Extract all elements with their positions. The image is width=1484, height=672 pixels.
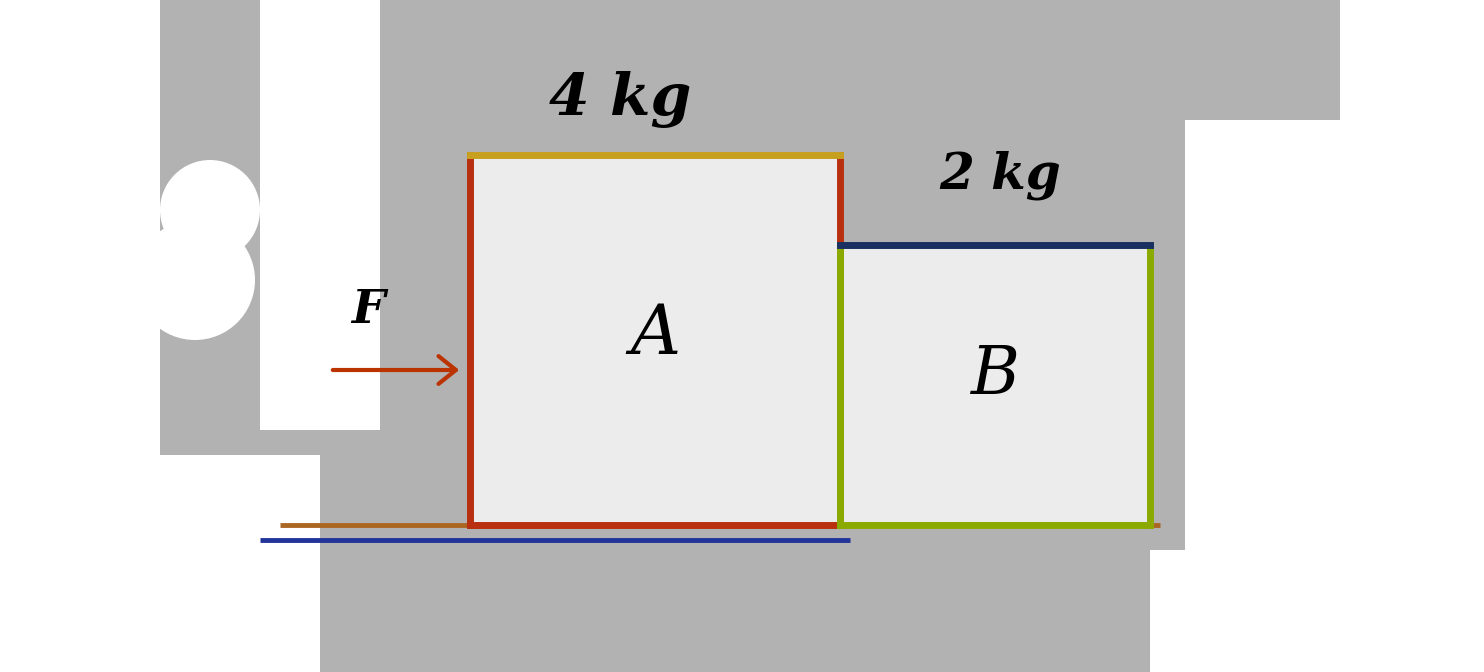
Bar [154, 455, 285, 545]
Bar [0, 0, 160, 672]
Circle shape [135, 220, 255, 340]
Text: 4 kg: 4 kg [549, 71, 692, 128]
Bar [0, 455, 321, 672]
Bar [1340, 0, 1484, 672]
Bar [260, 0, 380, 430]
Bar [840, 245, 1150, 525]
Circle shape [160, 160, 260, 260]
Bar [1150, 550, 1340, 672]
Text: B: B [971, 342, 1020, 408]
Text: A: A [629, 302, 680, 368]
Bar [470, 155, 840, 525]
Text: F: F [352, 287, 384, 333]
Bar [1186, 120, 1340, 672]
Text: 2 kg: 2 kg [939, 151, 1061, 200]
